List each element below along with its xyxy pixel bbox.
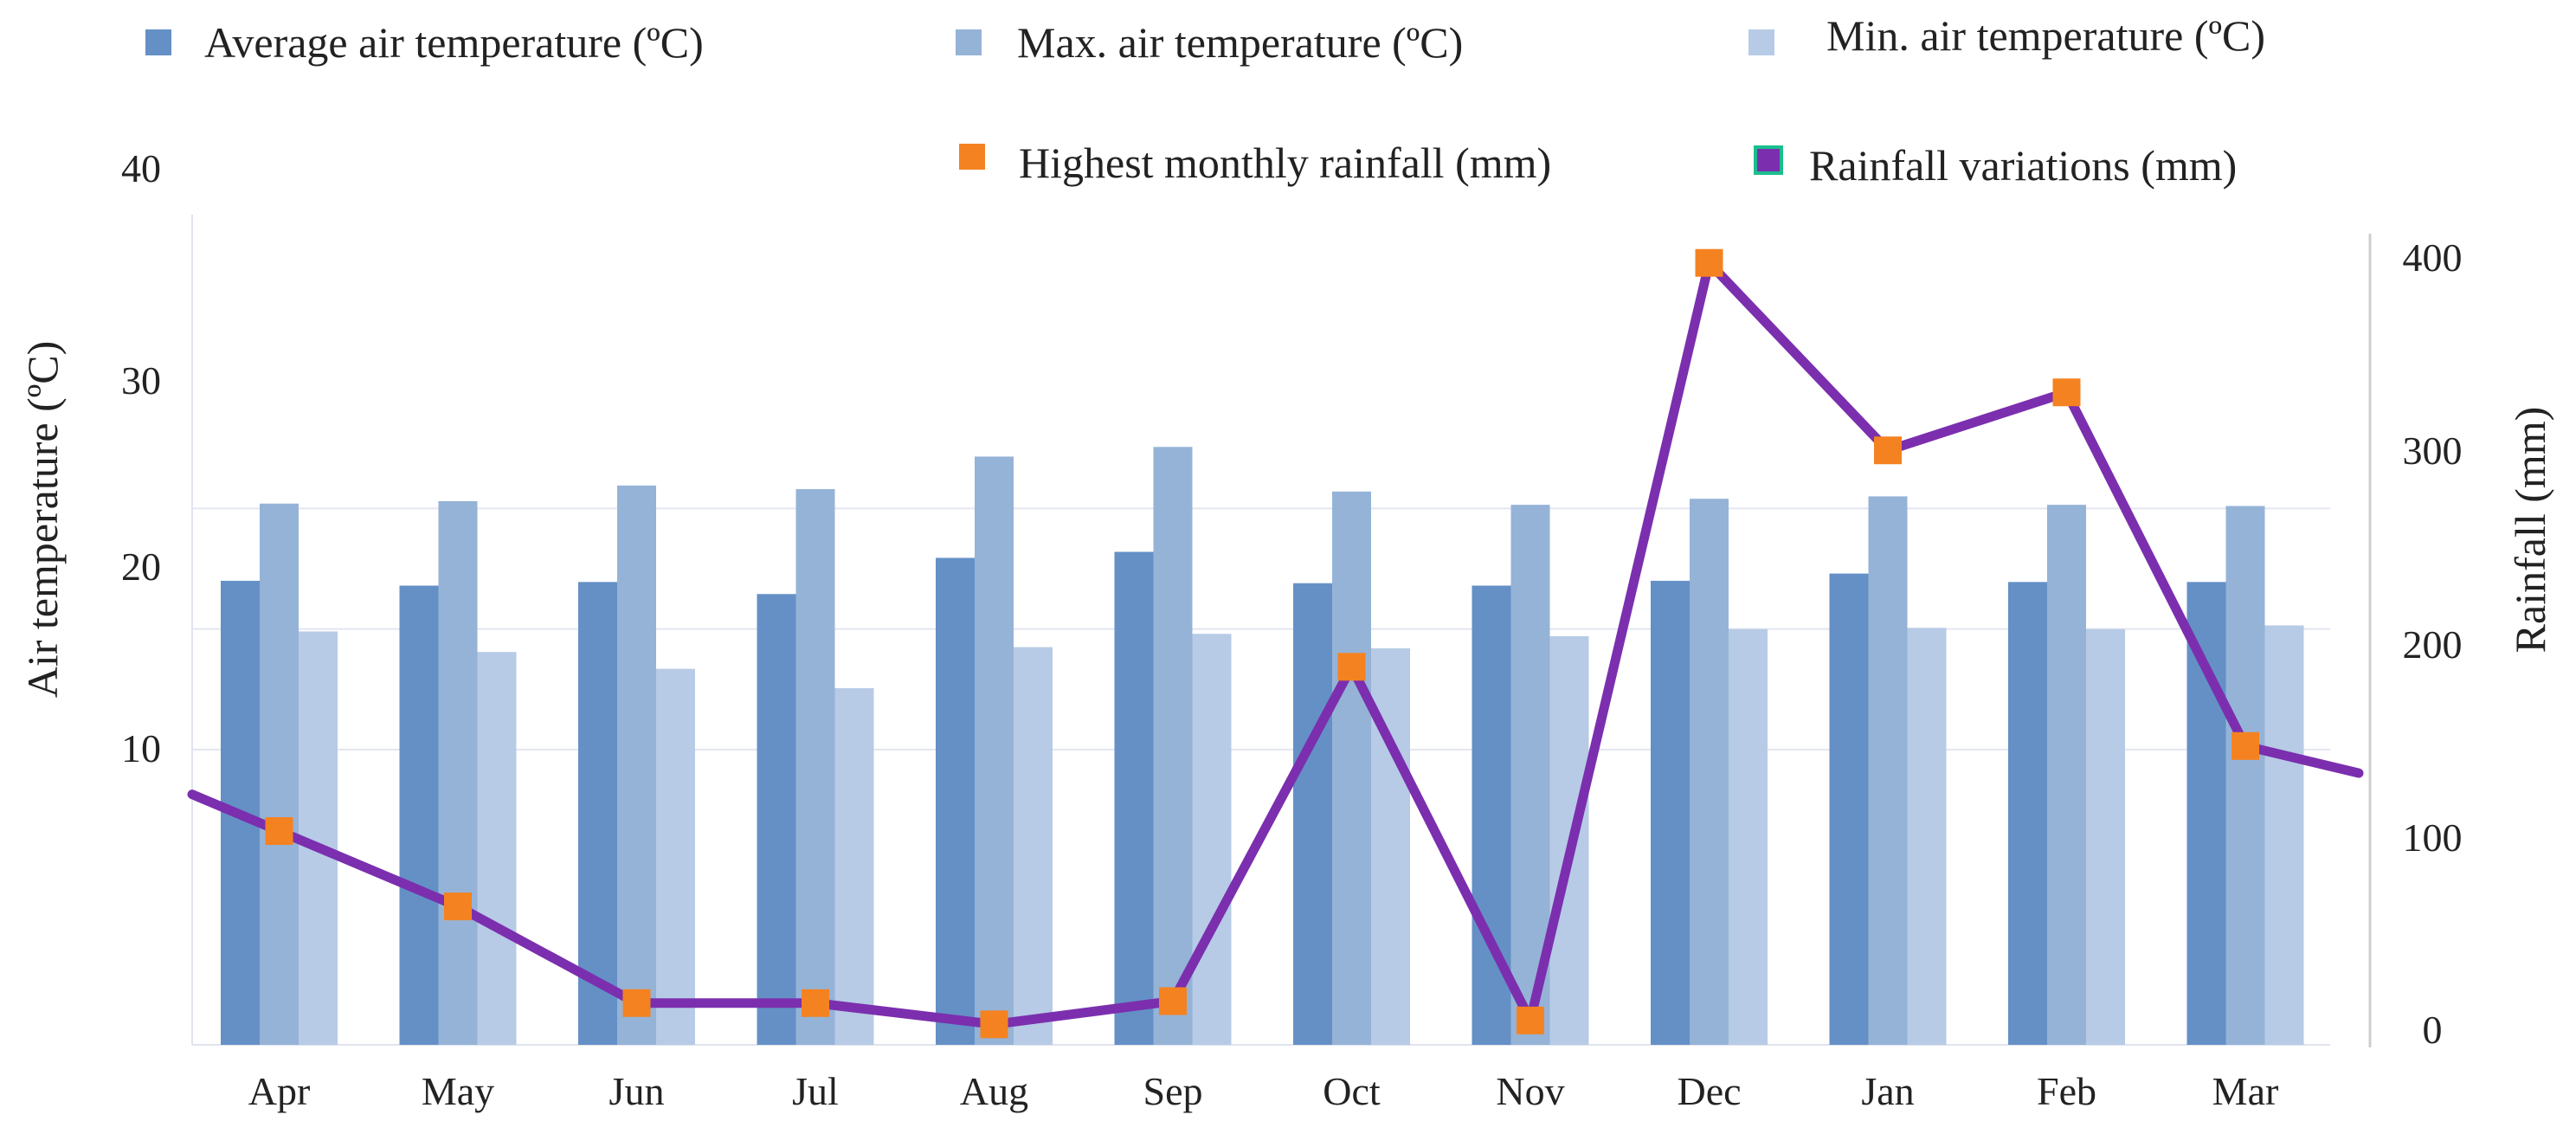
x-tick-label: Oct — [1323, 1069, 1381, 1113]
legend-label: Max. air temperature (ºC) — [1017, 18, 1463, 67]
bar — [1192, 634, 1232, 1045]
y-tick-label: 10 — [121, 726, 161, 770]
rainfall-marker — [444, 892, 472, 921]
y-axis-title: Air temperature (ºC) — [18, 341, 67, 699]
bar — [2086, 628, 2125, 1045]
bar — [2264, 625, 2304, 1045]
rainfall-marker — [1517, 1006, 1544, 1034]
bar — [1153, 447, 1193, 1045]
legend: Average air temperature (ºC) Max. air tem… — [145, 11, 2265, 190]
bar — [2225, 506, 2265, 1045]
bar — [477, 652, 517, 1045]
x-tick-label: Jan — [1861, 1069, 1914, 1113]
bar — [1868, 496, 1908, 1045]
legend-swatch — [956, 29, 982, 55]
x-tick-label: Mar — [2212, 1069, 2279, 1113]
rainfall-marker — [1159, 987, 1187, 1015]
rainfall-line — [187, 258, 2364, 1029]
y2-axis-title: Rainfall (mm) — [2506, 407, 2554, 654]
y2-tick-label: 300 — [2403, 428, 2463, 473]
bar — [1114, 551, 1154, 1045]
x-tick-labels: Apr May Jun Jul Aug Sep Oct Nov Dec Jan Feb Mar — [248, 1069, 2279, 1113]
x-tick-label: Jul — [792, 1069, 839, 1113]
y-tick-label: 20 — [121, 544, 161, 589]
rainfall-marker — [2052, 378, 2081, 407]
bar — [578, 582, 617, 1045]
bar — [975, 456, 1014, 1045]
legend-swatch — [145, 29, 171, 55]
bar-series-1 — [221, 551, 2226, 1045]
legend-swatch — [959, 144, 985, 170]
rainfall-marker — [265, 817, 293, 846]
bar — [1729, 628, 1768, 1045]
bar — [399, 585, 439, 1045]
y-tick-label: 40 — [121, 146, 161, 190]
bar — [2047, 505, 2086, 1045]
bar — [656, 668, 695, 1045]
rainfall-marker — [1874, 436, 1902, 465]
y-tick-labels: 10 20 30 40 — [121, 146, 161, 770]
bar — [1014, 647, 1053, 1045]
legend-label: Min. air temperature (ºC) — [1826, 11, 2265, 60]
bar-series-3 — [299, 625, 2304, 1045]
y2-tick-labels: 0 100 200 300 400 — [2403, 235, 2463, 1052]
x-tick-label: Dec — [1677, 1069, 1741, 1113]
y2-tick-label: 200 — [2403, 622, 2463, 667]
bar — [936, 557, 975, 1045]
rainfall-marker — [1695, 248, 1723, 277]
legend-label: Average air temperature (ºC) — [204, 18, 704, 67]
legend-label: Rainfall variations (mm) — [1809, 141, 2237, 190]
bar — [617, 485, 656, 1045]
bar — [1829, 573, 1869, 1045]
legend-item: Rainfall variations (mm) — [1754, 141, 2237, 190]
x-tick-label: May — [422, 1069, 494, 1113]
legend-swatch — [1748, 29, 1774, 55]
rainfall-marker — [622, 989, 651, 1017]
bar — [2008, 582, 2047, 1045]
legend-item: Average air temperature (ºC) — [145, 18, 704, 67]
gridlines — [192, 507, 2330, 751]
bar — [1651, 580, 1690, 1045]
x-tick-label: Feb — [2037, 1069, 2096, 1113]
x-tick-label: Apr — [248, 1069, 311, 1113]
bar — [1293, 583, 1332, 1045]
bar — [795, 489, 835, 1045]
bars — [221, 447, 2304, 1045]
x-tick-label: Sep — [1143, 1069, 1203, 1113]
bar — [1907, 628, 1947, 1045]
rainfall-marker — [1337, 653, 1366, 681]
bar-series-2 — [260, 447, 2265, 1045]
legend-item: Highest monthly rainfall (mm) — [959, 139, 1551, 187]
bar — [438, 500, 478, 1045]
legend-item: Min. air temperature (ºC) — [1748, 11, 2265, 60]
y2-tick-label: 400 — [2403, 235, 2463, 280]
rainfall-markers — [265, 248, 2259, 1039]
x-tick-label: Jun — [609, 1069, 665, 1113]
bar — [834, 687, 874, 1045]
bar — [757, 594, 796, 1045]
legend-swatch — [1754, 145, 1783, 175]
bar — [1690, 499, 1729, 1045]
rainfall-marker — [802, 989, 829, 1017]
bar — [1332, 491, 1371, 1045]
legend-item: Max. air temperature (ºC) — [956, 18, 1463, 67]
rainfall-marker — [2231, 731, 2259, 760]
y-tick-label: 30 — [121, 358, 161, 403]
y2-tick-label: 0 — [2423, 1008, 2443, 1052]
y2-tick-label: 100 — [2403, 815, 2463, 860]
rainfall-marker — [980, 1010, 1008, 1039]
x-tick-label: Nov — [1496, 1069, 1564, 1113]
legend-label: Highest monthly rainfall (mm) — [1019, 139, 1551, 187]
x-tick-label: Aug — [960, 1069, 1028, 1113]
bar — [260, 503, 299, 1045]
